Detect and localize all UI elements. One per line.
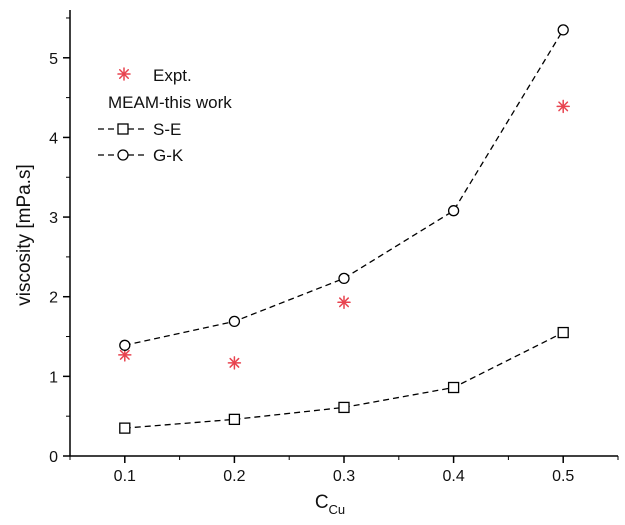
y-tick-label: 5 (49, 51, 58, 68)
series-expt (118, 99, 570, 370)
series-s-e (119, 326, 569, 434)
legend-label-expt: Expt. (153, 66, 192, 85)
legend-label-se: S-E (153, 120, 181, 139)
square-marker (117, 123, 129, 135)
legend-group-label: MEAM-this work (108, 93, 232, 112)
y-tick-label: 4 (49, 130, 58, 147)
legend-entry-expt: Expt. (117, 66, 192, 85)
legend-sample-gk (98, 149, 148, 161)
legend-label-gk: G-K (153, 146, 184, 165)
y-tick-label: 1 (49, 369, 58, 386)
y-axis-ticks: 0 1 2 3 4 5 (49, 17, 70, 466)
data-point-g-k (557, 24, 569, 36)
series-g-k (119, 24, 569, 351)
x-tick-label: 0.1 (114, 468, 136, 485)
data-point-s-e (228, 413, 241, 426)
y-axis-title: viscosity [mPa.s] (14, 164, 35, 305)
x-axis-ticks: 0.1 0.2 0.3 0.4 0.5 (69, 456, 619, 485)
data-point-g-k (228, 315, 241, 328)
legend-marker-expt (117, 67, 131, 81)
asterisk-stroke (119, 69, 129, 79)
data-point-expt (337, 295, 351, 310)
data-point-expt (556, 99, 570, 114)
asterisk-stroke (558, 101, 569, 112)
data-point-expt (227, 356, 242, 370)
series-line-g-k (124, 29, 564, 346)
data-point-s-e (338, 401, 350, 414)
x-tick-label: 0.4 (442, 468, 464, 485)
x-axis-title-main: C (315, 492, 329, 513)
data-point-s-e (557, 326, 569, 339)
x-tick-label: 0.5 (552, 468, 574, 485)
y-tick-label: 3 (49, 210, 58, 227)
x-axis-title-subscript: Cu (329, 502, 346, 517)
legend-entry-se: S-E (98, 120, 181, 139)
data-point-s-e (447, 381, 460, 394)
y-tick-label: 0 (49, 449, 58, 466)
series-line-s-e (124, 331, 564, 429)
asterisk-marker (117, 67, 131, 81)
x-axis-title: CCu (315, 492, 345, 517)
asterisk-stroke (339, 297, 349, 308)
x-tick-label: 0.3 (333, 468, 355, 485)
data-point-s-e (119, 422, 131, 434)
data-point-g-k (119, 339, 131, 351)
asterisk-stroke (119, 349, 130, 360)
data-point-g-k (447, 205, 460, 217)
series-layer (118, 24, 570, 434)
legend-entry-gk: G-K (98, 146, 184, 165)
data-point-g-k (338, 272, 350, 285)
x-tick-label: 0.2 (223, 468, 245, 485)
y-tick-label: 2 (49, 290, 58, 307)
legend: Expt. MEAM-this work S-E G-K (98, 66, 232, 165)
legend-sample-se (98, 123, 148, 135)
circle-marker (117, 149, 129, 161)
asterisk-stroke (229, 357, 240, 368)
